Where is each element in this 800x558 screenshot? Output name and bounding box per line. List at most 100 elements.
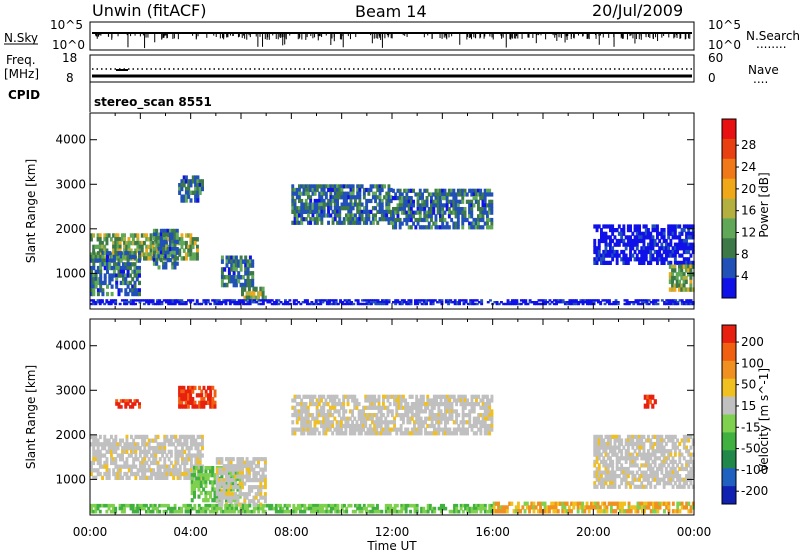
scatter-cell <box>367 217 370 221</box>
scatter-cell <box>369 424 372 428</box>
scatter-cell <box>183 183 186 187</box>
scatter-cell <box>189 233 192 237</box>
scatter-cell <box>145 233 148 237</box>
scatter-cell <box>177 461 180 465</box>
colorbar-tick-label: 20 <box>741 182 756 196</box>
scatter-cell <box>174 465 177 469</box>
scatter-cell <box>226 283 229 288</box>
scatter-cell <box>103 435 106 439</box>
scatter-cell <box>489 299 492 301</box>
scatter-cell <box>358 199 361 203</box>
scatter-cell <box>616 261 619 265</box>
scatter-cell <box>484 207 487 211</box>
scatter-cell <box>108 472 111 476</box>
scatter-cell <box>419 189 422 193</box>
scatter-cell <box>118 262 121 266</box>
scatter-cell <box>298 395 301 399</box>
scatter-cell <box>103 453 106 457</box>
scatter-cell <box>158 265 161 269</box>
scatter-cell <box>614 235 617 239</box>
freq-panel-frame <box>90 55 694 82</box>
scatter-cell <box>678 224 681 228</box>
scatter-cell <box>665 257 668 261</box>
scatter-cell <box>448 207 451 211</box>
scatter-cell <box>333 406 336 410</box>
scatter-cell <box>221 271 224 276</box>
scatter-cell <box>342 406 345 410</box>
scatter-cell <box>681 254 684 258</box>
scatter-cell <box>92 233 95 237</box>
scatter-cell <box>108 439 111 443</box>
scatter-cell <box>618 446 621 450</box>
scatter-cell <box>191 477 194 481</box>
y-tick-label: 1000 <box>55 266 86 280</box>
scatter-cell <box>104 277 107 281</box>
scatter-cell <box>643 261 646 265</box>
nsky-label: N.Sky <box>4 31 38 45</box>
scatter-cell <box>671 272 674 276</box>
scatter-cell <box>115 277 118 281</box>
scatter-cell <box>665 467 668 471</box>
scatter-cell <box>410 196 413 200</box>
scatter-cell <box>649 232 652 236</box>
scatter-cell <box>130 468 133 472</box>
scatter-cell <box>155 258 158 262</box>
scatter-cell <box>120 259 123 263</box>
scatter-cell <box>294 199 297 203</box>
scatter-cell <box>239 489 242 493</box>
scatter-cell <box>352 192 355 196</box>
scatter-cell <box>426 203 429 207</box>
scatter-cell <box>203 386 206 390</box>
scatter-cell <box>106 241 109 245</box>
scatter-cell <box>99 273 102 277</box>
scatter-cell <box>227 475 230 479</box>
scatter-cell <box>466 218 469 222</box>
scatter-cell <box>378 398 381 402</box>
scatter-cell <box>683 284 686 288</box>
scatter-cell <box>148 442 151 446</box>
scatter-cell <box>464 406 467 410</box>
scatter-cell <box>667 246 670 250</box>
scatter-cell <box>314 192 317 196</box>
scatter-cell <box>351 420 354 424</box>
nsky-tick-bottom: 10^0 <box>52 38 85 52</box>
scatter-cell <box>652 235 655 239</box>
scatter-cell <box>241 485 244 489</box>
scatter-cell <box>309 424 312 428</box>
scatter-cell <box>298 195 301 199</box>
scatter-cell <box>690 435 693 439</box>
scatter-cell <box>247 267 250 272</box>
scatter-cell <box>466 428 469 432</box>
scatter-cell <box>393 424 396 428</box>
scatter-cell <box>468 417 471 421</box>
scatter-cell <box>92 292 95 296</box>
scatter-cell <box>291 420 294 424</box>
nsky-tick-top: 10^5 <box>50 18 83 32</box>
scatter-cell <box>132 439 135 443</box>
scatter-cell <box>181 233 184 237</box>
scatter-cell <box>444 413 447 417</box>
scatter-cell <box>320 398 323 402</box>
scatter-cell <box>353 417 356 421</box>
scatter-cell <box>298 188 301 192</box>
scatter-cell <box>652 446 655 450</box>
scatter-cell <box>372 221 375 225</box>
scatter-cell <box>186 461 189 465</box>
scatter-cell <box>419 211 422 215</box>
scatter-cell <box>134 303 137 305</box>
scatter-cell <box>420 417 423 421</box>
scatter-cell <box>251 263 254 268</box>
scatter-cell <box>150 249 153 253</box>
scatter-cell <box>669 261 672 265</box>
scatter-cell <box>119 442 122 446</box>
scatter-cell <box>170 439 173 443</box>
scatter-cell <box>248 504 251 508</box>
scatter-cell <box>426 189 429 193</box>
scatter-cell <box>457 203 460 207</box>
scatter-cell <box>92 262 95 266</box>
colorbar-segment <box>722 199 736 219</box>
scatter-cell <box>241 478 244 482</box>
scatter-cell <box>190 461 193 465</box>
scatter-cell <box>352 188 355 192</box>
scatter-cell <box>652 467 655 471</box>
